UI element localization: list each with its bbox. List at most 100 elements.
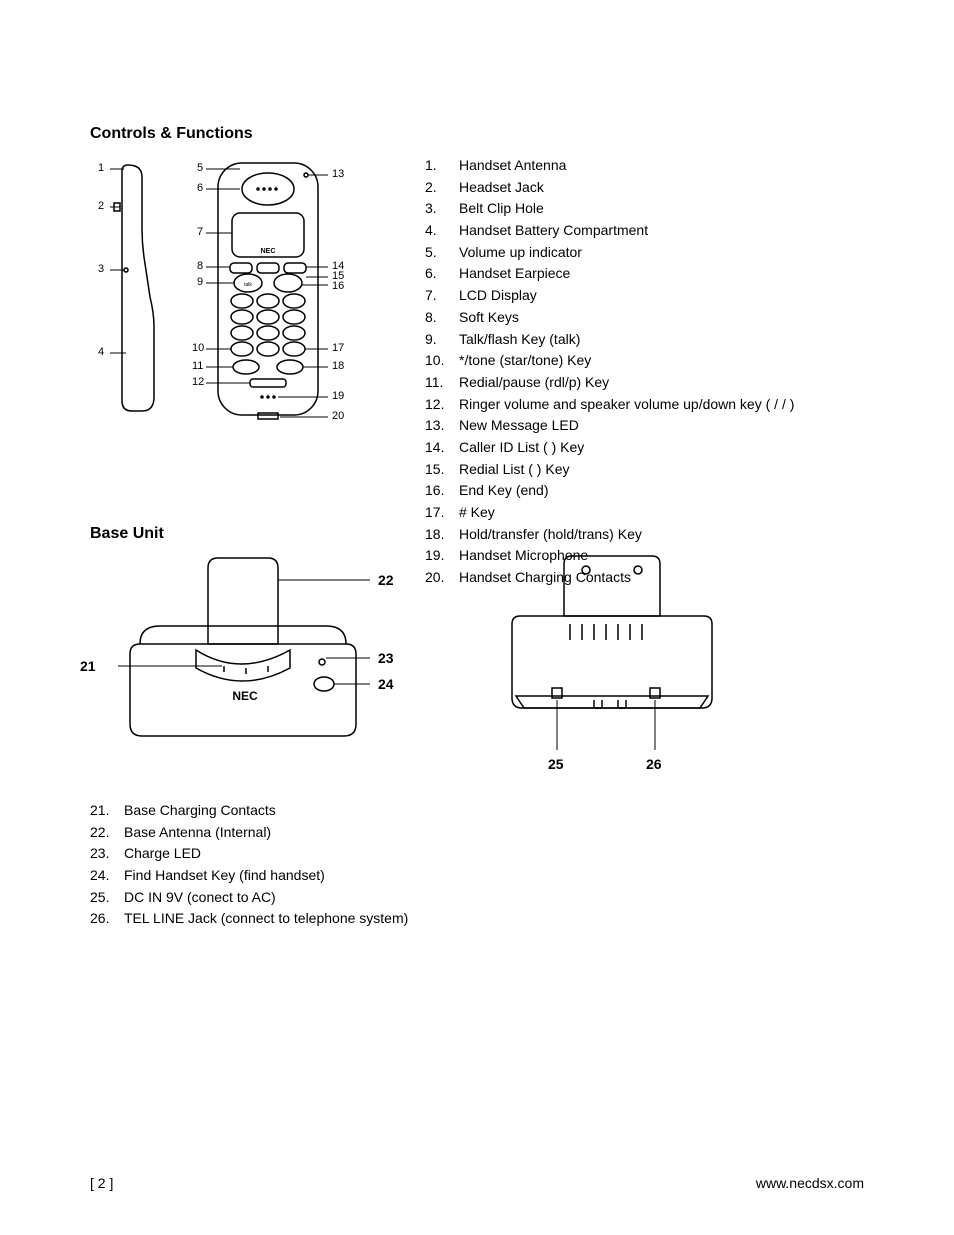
item-text: New Message LED [459,415,579,437]
item-num: 25. [90,887,124,909]
section-title-handset: Controls & Functions [90,125,253,143]
item-text: Base Charging Contacts [124,800,276,822]
item-num: 8. [425,307,459,329]
callout-10: 10 [192,342,204,354]
item-text: Caller ID List ( ) Key [459,437,584,459]
item-num: 22. [90,822,124,844]
item-text: End Key (end) [459,480,549,502]
callout-20: 20 [332,410,344,422]
item-num: 21. [90,800,124,822]
item-num: 23. [90,843,124,865]
handset-item: 17.# Key [425,502,865,524]
callout-5: 5 [197,162,203,174]
footer-url: www.necdsx.com [756,1175,864,1191]
item-num: 3. [425,198,459,220]
callout-6: 6 [197,182,203,194]
item-text: Handset Battery Compartment [459,220,648,242]
item-text: Talk/flash Key (talk) [459,329,580,351]
handset-list: 1.Handset Antenna 2.Headset Jack 3.Belt … [425,155,865,589]
item-num: 19. [425,545,459,567]
base-rear-figure [500,550,730,790]
handset-item: 4.Handset Battery Compartment [425,220,865,242]
item-text: Handset Earpiece [459,263,570,285]
base-item: 22.Base Antenna (Internal) [90,822,860,844]
item-text: # Key [459,502,495,524]
item-num: 5. [425,242,459,264]
callout-22: 22 [378,572,394,588]
item-text: Base Antenna (Internal) [124,822,271,844]
handset-item: 9.Talk/flash Key (talk) [425,329,865,351]
item-text: Soft Keys [459,307,519,329]
callout-16: 16 [332,280,344,292]
base-front-figure: NEC [100,550,400,770]
handset-item: 1.Handset Antenna [425,155,865,177]
item-text: Belt Clip Hole [459,198,544,220]
callout-17: 17 [332,342,344,354]
item-num: 20. [425,567,459,589]
item-text: Volume up indicator [459,242,582,264]
item-num: 9. [425,329,459,351]
handset-figure: NEC talk [90,155,400,445]
item-num: 12. [425,394,459,416]
item-text: Redial List ( ) Key [459,459,569,481]
callout-1: 1 [98,162,104,174]
handset-item: 11.Redial/pause (rdl/p) Key [425,372,865,394]
callout-21: 21 [80,658,96,674]
item-num: 16. [425,480,459,502]
item-num: 10. [425,350,459,372]
item-text: DC IN 9V (conect to AC) [124,887,276,909]
base-item: 26.TEL LINE Jack (connect to telephone s… [90,908,860,930]
item-text: Hold/transfer (hold/trans) Key [459,524,642,546]
svg-text:NEC: NEC [232,689,258,703]
item-text: Redial/pause (rdl/p) Key [459,372,609,394]
callout-3: 3 [98,263,104,275]
callout-12: 12 [192,376,204,388]
callout-4: 4 [98,346,104,358]
item-num: 14. [425,437,459,459]
callout-18: 18 [332,360,344,372]
callout-7: 7 [197,226,203,238]
handset-item: 13.New Message LED [425,415,865,437]
item-num: 7. [425,285,459,307]
svg-text:talk: talk [244,282,252,288]
item-num: 15. [425,459,459,481]
base-item: 23.Charge LED [90,843,860,865]
callout-8: 8 [197,260,203,272]
section-title-base: Base Unit [90,525,164,543]
base-item: 25.DC IN 9V (conect to AC) [90,887,860,909]
handset-item: 5.Volume up indicator [425,242,865,264]
item-text: Ringer volume and speaker volume up/down… [459,394,794,416]
callout-23: 23 [378,650,394,666]
item-num: 13. [425,415,459,437]
callout-26: 26 [646,756,662,772]
item-text: Headset Jack [459,177,544,199]
handset-item: 10.*/tone (star/tone) Key [425,350,865,372]
handset-item: 3.Belt Clip Hole [425,198,865,220]
handset-item: 12.Ringer volume and speaker volume up/d… [425,394,865,416]
item-num: 11. [425,372,459,394]
item-num: 2. [425,177,459,199]
callout-9: 9 [197,276,203,288]
handset-item: 8.Soft Keys [425,307,865,329]
handset-item: 18.Hold/transfer (hold/trans) Key [425,524,865,546]
item-num: 1. [425,155,459,177]
item-text: LCD Display [459,285,537,307]
item-num: 24. [90,865,124,887]
item-num: 6. [425,263,459,285]
handset-item: 2.Headset Jack [425,177,865,199]
handset-item: 14.Caller ID List ( ) Key [425,437,865,459]
page-number: [ 2 ] [90,1175,113,1191]
handset-item: 16.End Key (end) [425,480,865,502]
callout-25: 25 [548,756,564,772]
item-num: 17. [425,502,459,524]
item-text: TEL LINE Jack (connect to telephone syst… [124,908,408,930]
item-text: Handset Antenna [459,155,566,177]
base-list: 21.Base Charging Contacts 22.Base Antenn… [90,800,860,930]
base-item: 24.Find Handset Key (find handset) [90,865,860,887]
item-text: Charge LED [124,843,201,865]
item-num: 26. [90,908,124,930]
item-num: 4. [425,220,459,242]
handset-item: 15.Redial List ( ) Key [425,459,865,481]
svg-text:NEC: NEC [261,248,276,255]
callout-24: 24 [378,676,394,692]
